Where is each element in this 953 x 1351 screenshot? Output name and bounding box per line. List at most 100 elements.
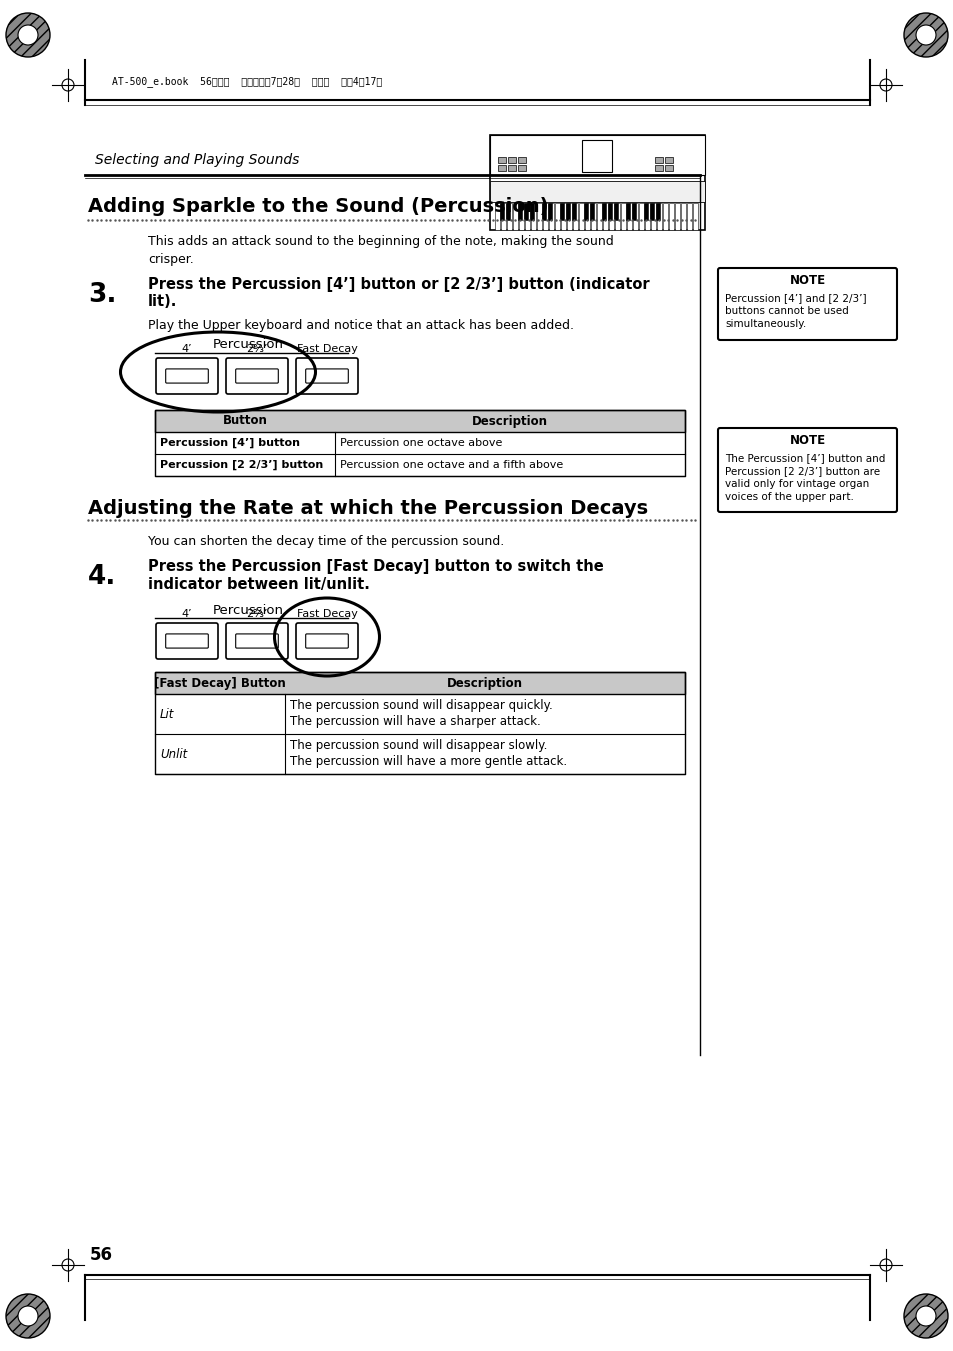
Bar bbox=[664, 165, 672, 170]
Text: lit).: lit). bbox=[148, 295, 177, 309]
Text: Percussion one octave and a fifth above: Percussion one octave and a fifth above bbox=[339, 459, 562, 470]
Bar bbox=[565, 204, 570, 220]
Text: Percussion [2 2/3’] button are: Percussion [2 2/3’] button are bbox=[724, 466, 880, 476]
Text: 2⅔’: 2⅔’ bbox=[246, 609, 268, 619]
Bar bbox=[490, 181, 704, 201]
Text: Percussion [2 2/3’] button: Percussion [2 2/3’] button bbox=[160, 459, 323, 470]
Bar bbox=[523, 204, 528, 220]
Text: 4.: 4. bbox=[88, 563, 116, 590]
Bar bbox=[650, 204, 656, 230]
Text: Percussion: Percussion bbox=[213, 339, 283, 351]
Bar bbox=[559, 204, 563, 220]
Text: simultaneously.: simultaneously. bbox=[724, 319, 805, 330]
Bar bbox=[584, 204, 590, 230]
Bar bbox=[154, 409, 684, 476]
Bar bbox=[495, 204, 500, 230]
Text: NOTE: NOTE bbox=[789, 435, 824, 447]
Bar bbox=[507, 165, 516, 170]
Bar bbox=[560, 204, 566, 230]
Bar bbox=[639, 204, 644, 230]
Bar bbox=[500, 204, 506, 230]
Bar bbox=[664, 157, 672, 163]
Bar bbox=[581, 141, 612, 172]
Text: Adjusting the Rate at which the Percussion Decays: Adjusting the Rate at which the Percussi… bbox=[88, 499, 647, 517]
Bar bbox=[578, 204, 584, 230]
Text: Percussion [4’] and [2 2/3’]: Percussion [4’] and [2 2/3’] bbox=[724, 293, 865, 303]
Bar bbox=[675, 204, 679, 230]
FancyBboxPatch shape bbox=[226, 358, 288, 394]
Bar bbox=[662, 204, 668, 230]
Bar bbox=[497, 165, 505, 170]
Bar bbox=[601, 204, 605, 220]
Bar bbox=[590, 204, 596, 230]
Text: Percussion: Percussion bbox=[213, 604, 283, 616]
Bar bbox=[154, 671, 684, 774]
Text: The percussion sound will disappear quickly.: The percussion sound will disappear quic… bbox=[290, 700, 552, 712]
Bar bbox=[614, 204, 618, 220]
Text: buttons cannot be used: buttons cannot be used bbox=[724, 305, 848, 316]
Circle shape bbox=[903, 1294, 947, 1337]
Text: crisper.: crisper. bbox=[148, 254, 193, 266]
Text: Adding Sparkle to the Sound (Percussion): Adding Sparkle to the Sound (Percussion) bbox=[88, 197, 548, 216]
FancyBboxPatch shape bbox=[156, 358, 218, 394]
Text: Press the Percussion [4’] button or [2 2/3’] button (indicator: Press the Percussion [4’] button or [2 2… bbox=[148, 277, 649, 292]
FancyBboxPatch shape bbox=[718, 267, 896, 340]
Text: Lit: Lit bbox=[160, 708, 174, 720]
FancyBboxPatch shape bbox=[156, 623, 218, 659]
Circle shape bbox=[915, 26, 935, 45]
Bar bbox=[517, 204, 521, 220]
Circle shape bbox=[6, 14, 50, 57]
Bar bbox=[607, 204, 612, 220]
FancyBboxPatch shape bbox=[295, 623, 357, 659]
Bar bbox=[506, 204, 512, 230]
Circle shape bbox=[6, 1294, 50, 1337]
Bar bbox=[655, 165, 662, 170]
Bar bbox=[518, 204, 524, 230]
Text: NOTE: NOTE bbox=[789, 274, 824, 288]
Bar bbox=[631, 204, 636, 220]
Text: Fast Decay: Fast Decay bbox=[296, 609, 357, 619]
Bar bbox=[555, 204, 560, 230]
Text: You can shorten the decay time of the percussion sound.: You can shorten the decay time of the pe… bbox=[148, 535, 504, 549]
Bar bbox=[497, 157, 505, 163]
Text: Description: Description bbox=[472, 415, 547, 427]
Text: 2⅔’: 2⅔’ bbox=[246, 345, 268, 354]
Bar bbox=[655, 157, 662, 163]
Bar bbox=[626, 204, 632, 230]
Bar bbox=[505, 204, 510, 220]
Text: valid only for vintage organ: valid only for vintage organ bbox=[724, 480, 868, 489]
Text: Button: Button bbox=[222, 415, 267, 427]
Bar bbox=[644, 204, 650, 230]
Text: Press the Percussion [Fast Decay] button to switch the: Press the Percussion [Fast Decay] button… bbox=[148, 558, 603, 574]
Text: The percussion will have a sharper attack.: The percussion will have a sharper attac… bbox=[290, 716, 540, 728]
Bar bbox=[154, 671, 684, 694]
Text: AT-500_e.book  56ページ  ２００８年7月28日  月曜日  午後4時17分: AT-500_e.book 56ページ ２００８年7月28日 月曜日 午後4時1… bbox=[112, 77, 382, 88]
Text: The percussion sound will disappear slowly.: The percussion sound will disappear slow… bbox=[290, 739, 547, 753]
Bar bbox=[572, 204, 576, 220]
FancyBboxPatch shape bbox=[166, 369, 208, 384]
Bar bbox=[547, 204, 552, 220]
Text: Description: Description bbox=[447, 677, 522, 689]
Bar bbox=[531, 204, 536, 230]
Text: Percussion one octave above: Percussion one octave above bbox=[339, 438, 502, 449]
Bar bbox=[537, 204, 542, 230]
Bar bbox=[597, 204, 602, 230]
Text: 4’: 4’ bbox=[181, 609, 193, 619]
Bar bbox=[649, 204, 654, 220]
Bar bbox=[507, 157, 516, 163]
FancyBboxPatch shape bbox=[305, 369, 348, 384]
FancyBboxPatch shape bbox=[305, 634, 348, 648]
Text: Selecting and Playing Sounds: Selecting and Playing Sounds bbox=[95, 153, 299, 168]
Bar bbox=[490, 135, 704, 230]
Bar bbox=[608, 204, 614, 230]
Bar bbox=[513, 204, 518, 230]
Text: voices of the upper part.: voices of the upper part. bbox=[724, 492, 853, 503]
FancyBboxPatch shape bbox=[166, 634, 208, 648]
Bar bbox=[686, 204, 692, 230]
Bar bbox=[490, 135, 704, 174]
Bar bbox=[680, 204, 686, 230]
Bar bbox=[620, 204, 626, 230]
Circle shape bbox=[18, 26, 38, 45]
Bar bbox=[154, 409, 684, 432]
Text: 3.: 3. bbox=[88, 282, 116, 308]
